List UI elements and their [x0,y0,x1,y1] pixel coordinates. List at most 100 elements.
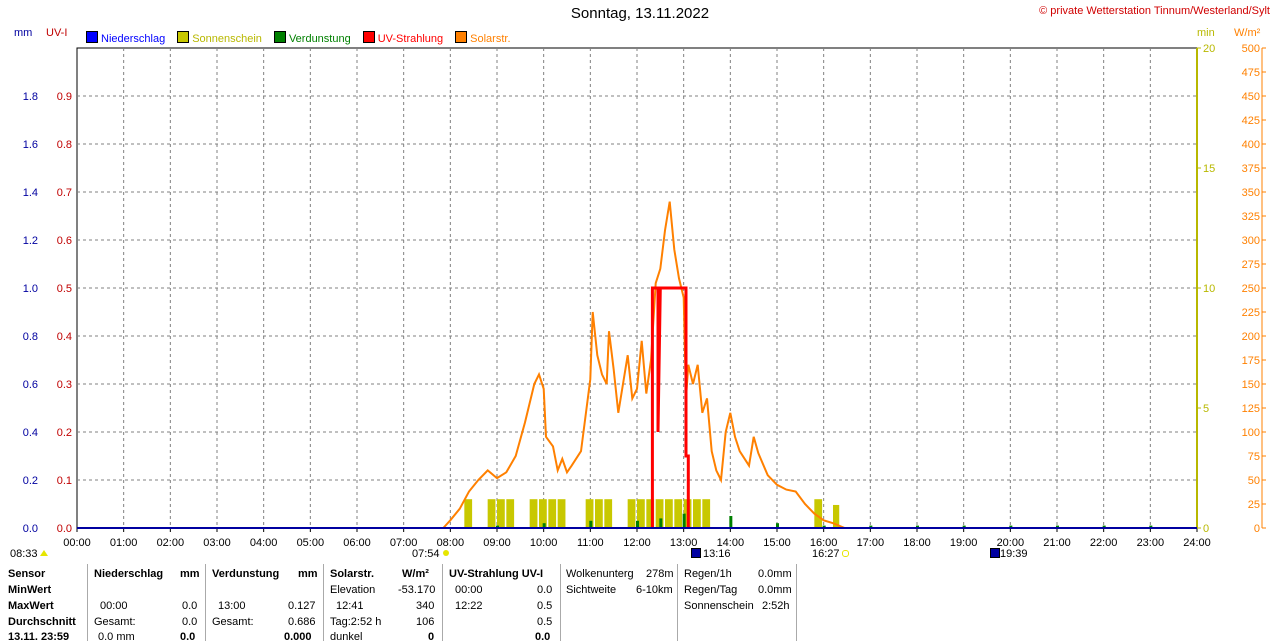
verdunstung-bar [776,523,779,528]
solar-max-time: 12:41 [336,600,364,612]
x-tick-label: 13:00 [670,537,698,549]
x-tick-label: 04:00 [250,537,278,549]
stats-panel: Sensor MinWert MaxWert Durchschnitt 13.1… [0,560,1280,643]
uv-max-time: 12:22 [455,600,483,612]
uv-max-value: 0.5 [537,600,553,612]
verdunstung-total-label: Gesamt: [212,616,254,628]
sonnenschein-bar [557,499,566,528]
niederschlag-head: Niederschlag [94,568,164,580]
legend-swatch [177,31,190,43]
legend-label: Sonnenschein [192,33,262,45]
sonnenschein-value: 2:52h [762,600,790,612]
y-wm2-tick-label: 475 [1242,67,1260,79]
stats-row-avg: Durchschnitt [8,616,76,628]
y-mm-tick-label: 0.2 [23,475,38,487]
sunrise-time: 07:54 [412,548,440,560]
x-tick-label: 19:00 [950,537,978,549]
sonnenschein-bar [548,499,557,528]
y-wm2-tick-label: 275 [1242,259,1260,271]
verdunstung-max-time: 13:00 [218,600,246,612]
legend-item: Verdunstung [273,31,351,45]
chart-axes: 00:00 01:00 02:00 03:00 04:00 05:00 06:00 07:00… [23,43,1266,549]
y-wm2-tick-label: 375 [1242,163,1260,175]
sonnenschein-bar [529,499,538,528]
verdunstung-bar [729,516,733,528]
y-mm-tick-label: 0.6 [23,379,38,391]
sonnenschein-bar [674,499,683,528]
chart-lines [442,201,846,529]
unit-wm2-label: W/m² [1234,27,1261,39]
y-uv-tick-label: 0.3 [57,379,72,391]
y-uv-tick-label: 0.2 [57,427,72,439]
solar-current-value: 0 [428,631,435,643]
y-uv-tick-label: 0.6 [57,235,72,247]
sonnenschein-bar [702,499,711,528]
y-wm2-tick-label: 0 [1254,523,1260,535]
y-uv-tick-label: 0.0 [57,523,72,535]
solar-max-value: 340 [416,600,435,612]
niederschlag-current: 0.0 mm [98,631,135,643]
regen-tag-label: Regen/Tag [684,584,738,596]
solar-elevation-value: -53.170 [398,584,436,596]
sonnenschein-bar [665,499,673,528]
verdunstung-bar [682,513,686,528]
sunset-time: 16:27 [812,548,840,560]
legend-swatch [455,31,468,43]
y-mm-tick-label: 1.8 [23,91,38,103]
y-wm2-tick-label: 250 [1242,283,1260,295]
verdunstung-bar [636,520,639,528]
x-tick-label: 22:00 [1090,537,1118,549]
x-tick-label: 15:00 [763,537,791,549]
sonnenschein-bar [637,499,645,528]
y-mm-tick-label: 0.4 [23,427,38,439]
verdunstung-max-value: 0.127 [288,600,316,612]
sonnenschein-bar [814,499,823,528]
x-tick-label: 16:00 [810,537,838,549]
legend-swatch [362,31,375,43]
y-wm2-tick-label: 425 [1242,115,1260,127]
x-tick-label: 00:00 [63,537,91,549]
y-uv-tick-label: 0.7 [57,187,72,199]
y-uv-tick-label: 0.4 [57,331,72,343]
x-tick-label: 05:00 [297,537,325,549]
y-wm2-tick-label: 225 [1242,307,1260,319]
first-time-label: 08:33 [10,548,38,560]
x-tick-label: 09:00 [483,537,511,549]
sunrise-icon [443,550,449,556]
noon-icon [691,548,701,558]
solar-unit: W/m² [402,568,429,580]
niederschlag-max-time: 00:00 [100,600,128,612]
solar-avg-value: 106 [416,616,435,628]
y-mm-tick-label: 1.0 [23,283,38,295]
sonnenschein-bar [464,499,473,528]
sonnenschein-bar [595,499,603,528]
niederschlag-max-value: 0.0 [182,600,198,612]
wolken-value: 278m [646,568,674,580]
x-tick-label: 07:00 [390,537,418,549]
verdunstung-bar [962,525,966,528]
y-min-tick-label: 15 [1203,163,1215,175]
stats-row-min: MinWert [8,584,52,596]
verdunstung-bar [869,525,873,528]
x-tick-label: 14:00 [717,537,745,549]
y-wm2-tick-label: 150 [1242,379,1260,391]
legend-item: Sonnenschein [177,31,262,45]
sonnenschein-bar [585,499,594,528]
uv-avg-value: 0.5 [537,616,553,628]
x-tick-label: 06:00 [343,537,371,549]
y-wm2-tick-label: 350 [1242,187,1260,199]
x-tick-label: 03:00 [203,537,231,549]
regen-1h-value: 0.0mm [758,568,792,580]
x-tick-label: 20:00 [997,537,1025,549]
sunset-icon [842,550,849,557]
x-tick-label: 23:00 [1137,537,1165,549]
noon-time: 13:16 [703,548,731,560]
chart-title: Sonntag, 13.11.2022 [570,5,710,22]
stats-row-max: MaxWert [8,600,54,612]
legend-label: Solarstr. [470,33,511,45]
wolken-label: Wolkenunterg [566,568,634,580]
regen-1h-label: Regen/1h [684,568,732,580]
y-uv-tick-label: 0.1 [57,475,72,487]
y-min-tick-label: 5 [1203,403,1209,415]
